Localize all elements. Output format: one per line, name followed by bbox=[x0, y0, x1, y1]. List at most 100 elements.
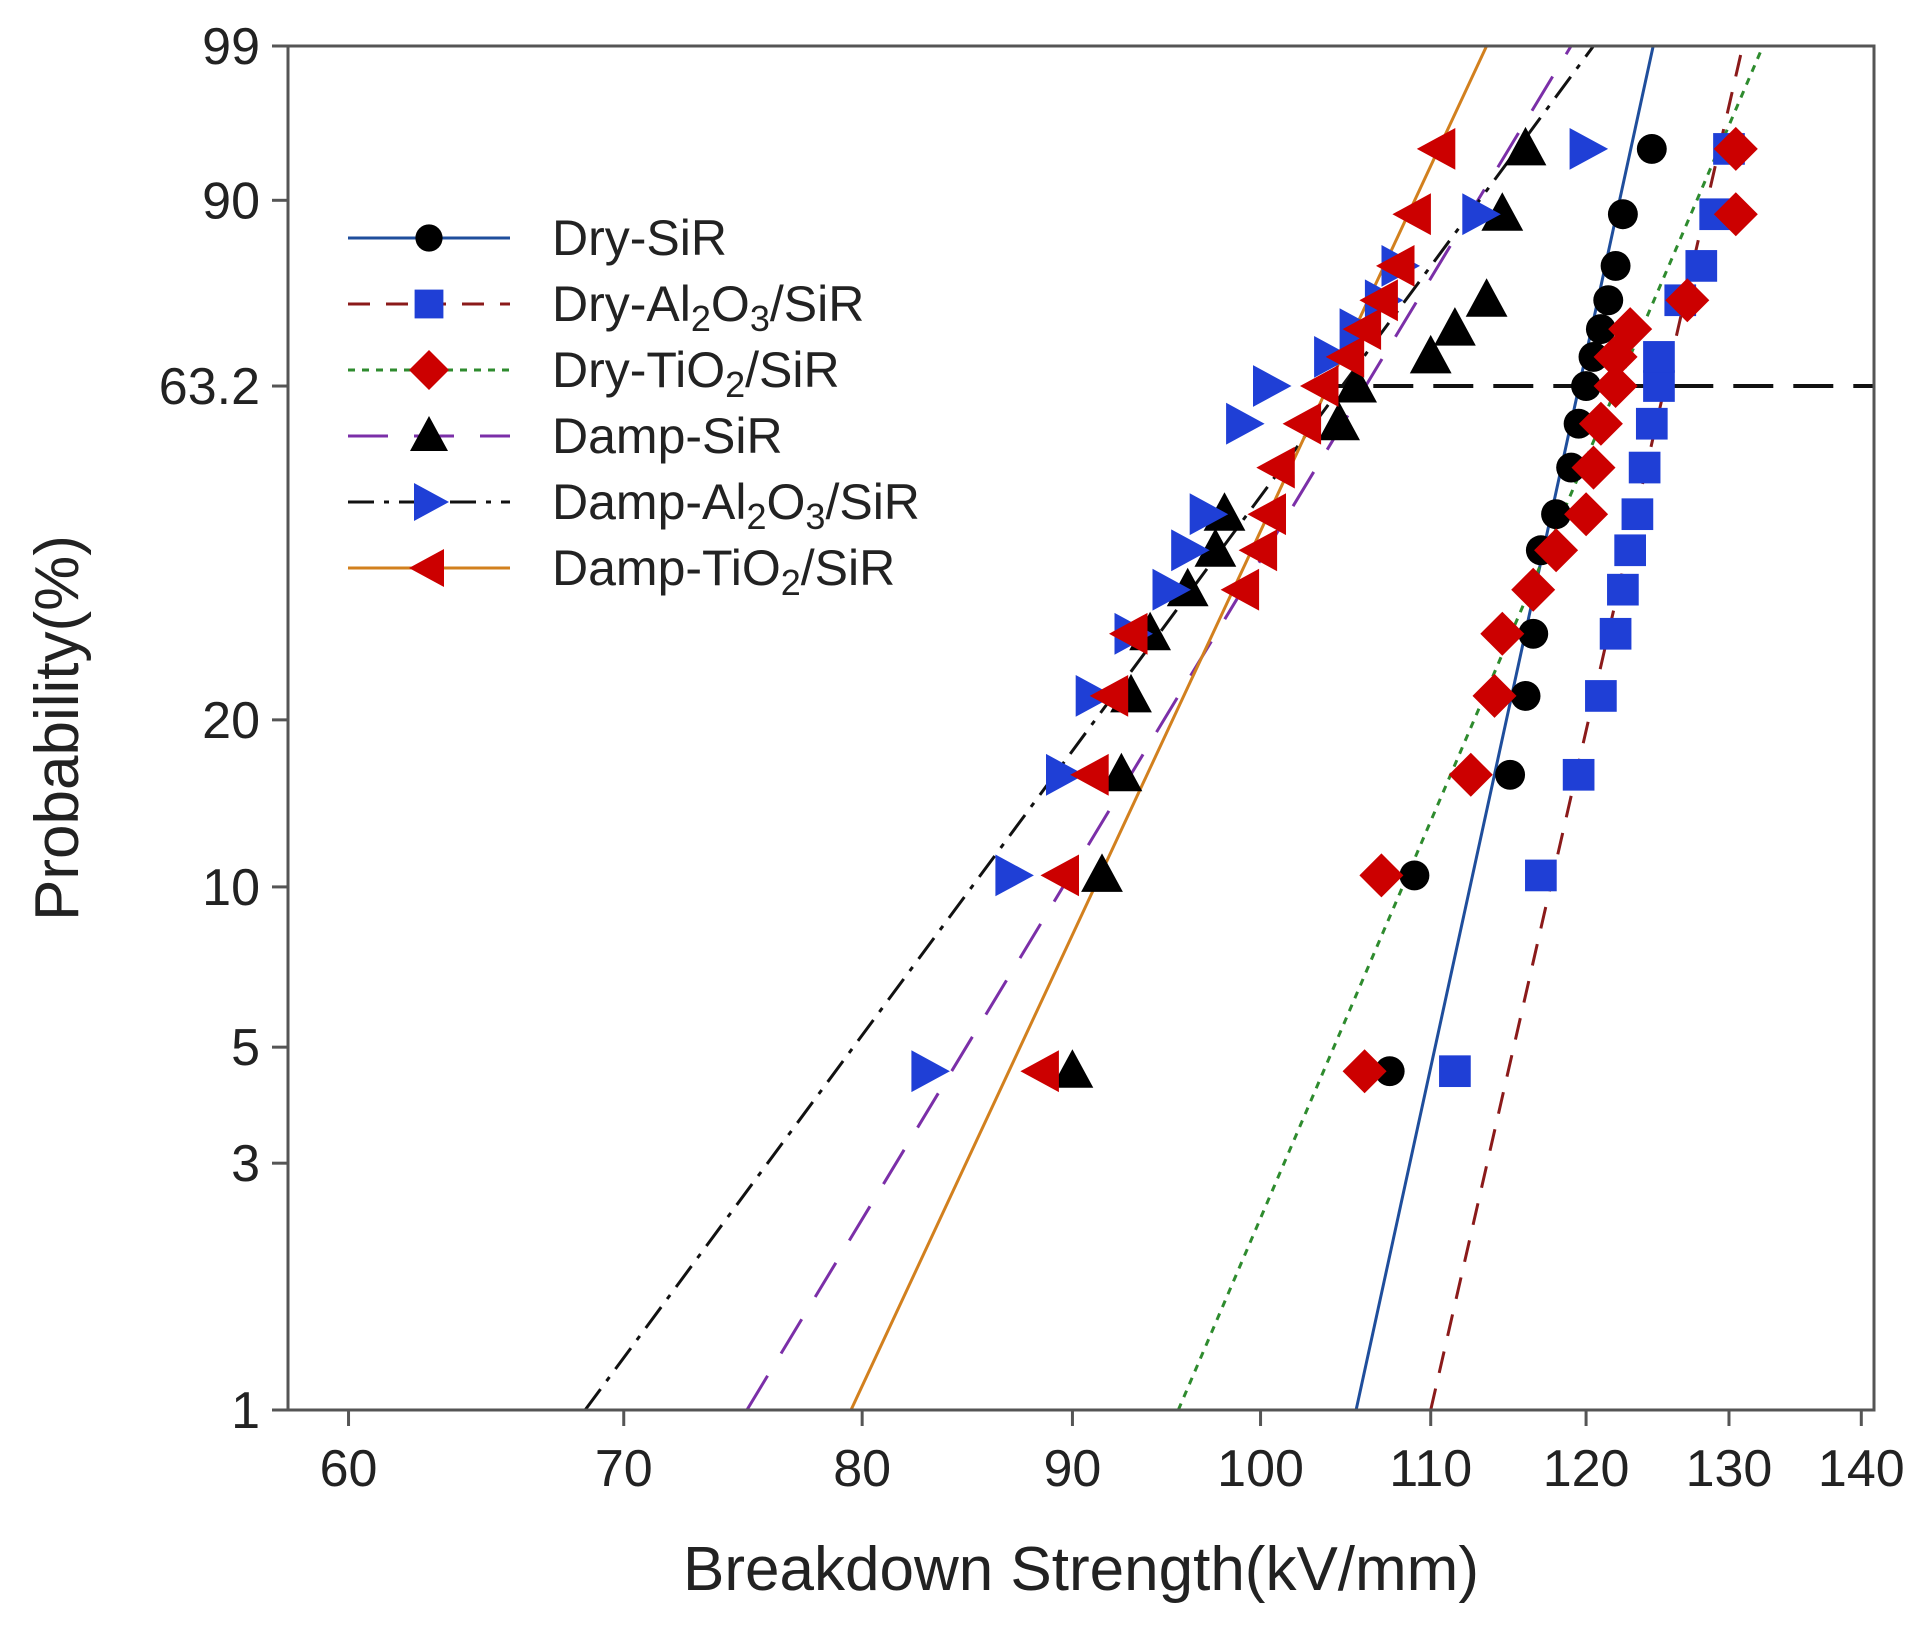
y-tick-label: 3 bbox=[231, 1135, 260, 1193]
y-tick-label: 99 bbox=[202, 18, 260, 76]
x-tick-label: 80 bbox=[833, 1440, 891, 1498]
data-point-damp-sir bbox=[1504, 126, 1547, 166]
data-point-dry-sir bbox=[1607, 199, 1638, 230]
data-point-dry-al2o3-sir bbox=[1439, 1055, 1471, 1088]
data-point-damp-tio2-sir bbox=[1325, 336, 1365, 378]
fit-line-damp-tio2-sir bbox=[849, 45, 1488, 1411]
y-axis-title: Probability(%) bbox=[23, 535, 92, 921]
data-point-damp-tio2-sir bbox=[1220, 568, 1260, 611]
data-point-damp-sir bbox=[1194, 528, 1237, 567]
legend: Dry-SiR Dry-Al2O3/SiRDry-TiO2/SiRDamp-SiR… bbox=[348, 210, 920, 603]
data-point-damp-al2o3-sir bbox=[1171, 529, 1210, 572]
x-tick-label: 140 bbox=[1818, 1440, 1905, 1498]
data-point-damp-tio2-sir bbox=[1070, 753, 1109, 796]
data-point-damp-sir bbox=[1434, 307, 1476, 346]
legend-label-damp-sir: Damp-SiR bbox=[552, 408, 783, 464]
y-tick-label: 1 bbox=[231, 1382, 260, 1440]
data-point-damp-tio2-sir bbox=[1376, 245, 1415, 287]
data-point-dry-al2o3-sir bbox=[1599, 617, 1632, 650]
fit-line-dry-tio2-sir bbox=[1176, 45, 1765, 1411]
data-point-dry-tio2-sir bbox=[1448, 752, 1493, 797]
data-point-dry-tio2-sir bbox=[1571, 445, 1616, 490]
data-point-dry-sir bbox=[1563, 408, 1594, 439]
data-point-damp-al2o3-sir bbox=[1189, 493, 1229, 536]
data-point-dry-sir bbox=[1600, 250, 1631, 281]
data-point-dry-tio2-sir bbox=[1564, 492, 1609, 537]
data-point-dry-sir bbox=[1571, 371, 1602, 401]
y-tick-label: 10 bbox=[202, 859, 260, 917]
data-point-dry-sir bbox=[1374, 1056, 1405, 1087]
data-point-damp-tio2-sir bbox=[1256, 446, 1295, 489]
data-point-dry-al2o3-sir bbox=[1643, 370, 1675, 402]
data-point-dry-al2o3-sir bbox=[1643, 341, 1675, 373]
data-point-dry-tio2-sir bbox=[1511, 567, 1556, 612]
y-tick-label: 20 bbox=[202, 692, 260, 750]
x-tick-label: 70 bbox=[595, 1440, 653, 1498]
y-tick-label: 90 bbox=[202, 172, 260, 230]
legend-marker-damp-sir bbox=[410, 416, 448, 451]
data-point-damp-tio2-sir bbox=[1342, 308, 1382, 350]
data-point-dry-tio2-sir bbox=[1342, 1049, 1387, 1094]
data-point-damp-sir bbox=[1335, 364, 1377, 403]
legend-marker-dry-sir bbox=[415, 224, 443, 252]
legend-marker-damp-al2o3-sir bbox=[414, 483, 449, 521]
data-point-damp-tio2-sir bbox=[1359, 279, 1398, 322]
data-point-dry-al2o3-sir bbox=[1585, 680, 1617, 712]
data-point-dry-sir bbox=[1399, 860, 1430, 891]
data-point-dry-al2o3-sir bbox=[1685, 250, 1718, 282]
data-point-damp-tio2-sir bbox=[1247, 493, 1286, 536]
legend-marker-damp-tio2-sir bbox=[409, 549, 444, 587]
data-point-dry-sir bbox=[1495, 759, 1526, 790]
data-point-dry-sir bbox=[1510, 680, 1541, 711]
data-point-dry-tio2-sir bbox=[1593, 364, 1638, 408]
data-point-dry-al2o3-sir bbox=[1628, 451, 1661, 484]
plot-frame bbox=[286, 44, 1876, 1412]
data-point-dry-tio2-sir bbox=[1713, 126, 1758, 171]
x-tick-label: 60 bbox=[320, 1440, 378, 1498]
x-tick-label: 90 bbox=[1044, 1440, 1102, 1498]
x-axis: 60 70 80 90 100 110 120 130 140 bbox=[320, 1410, 1905, 1498]
data-point-damp-al2o3-sir bbox=[1569, 128, 1609, 170]
data-point-damp-tio2-sir bbox=[1392, 193, 1431, 236]
legend-marker-dry-al2o3-sir bbox=[414, 289, 444, 319]
data-point-damp-tio2-sir bbox=[1416, 128, 1456, 170]
data-point-dry-tio2-sir bbox=[1578, 401, 1623, 446]
data-point-damp-sir bbox=[1081, 853, 1123, 892]
data-point-damp-sir bbox=[1051, 1049, 1094, 1088]
fit-lines bbox=[583, 45, 1765, 1411]
fit-line-damp-sir bbox=[745, 45, 1573, 1411]
data-point-damp-al2o3-sir bbox=[1226, 402, 1265, 445]
x-tick-label: 110 bbox=[1389, 1440, 1472, 1498]
data-point-damp-tio2-sir bbox=[1109, 612, 1148, 655]
data-point-dry-tio2-sir bbox=[1665, 278, 1710, 323]
x-tick-label: 120 bbox=[1543, 1440, 1630, 1498]
legend-label-dry-sir: Dry-SiR bbox=[552, 210, 727, 266]
data-point-damp-al2o3-sir bbox=[995, 854, 1034, 897]
data-point-dry-al2o3-sir bbox=[1562, 758, 1595, 791]
legend-label-dry-al2o3-sir: Dry-Al2O3/SiR bbox=[552, 276, 864, 339]
y-axis: 1 3 5 10 20 63.2 90 99 bbox=[159, 18, 288, 1440]
x-axis-title: Breakdown Strength(kV/mm) bbox=[683, 1535, 1479, 1604]
data-point-dry-sir bbox=[1585, 314, 1616, 345]
data-point-dry-tio2-sir bbox=[1359, 853, 1404, 898]
data-point-dry-sir bbox=[1578, 341, 1609, 372]
data-point-dry-tio2-sir bbox=[1608, 307, 1653, 352]
data-point-dry-tio2-sir bbox=[1713, 192, 1758, 237]
data-point-dry-sir bbox=[1636, 133, 1667, 164]
x-tick-label: 100 bbox=[1217, 1440, 1304, 1498]
data-point-damp-tio2-sir bbox=[1238, 529, 1278, 572]
data-point-dry-sir bbox=[1593, 285, 1624, 316]
data-point-damp-al2o3-sir bbox=[1152, 568, 1191, 611]
data-point-dry-tio2-sir bbox=[1480, 611, 1525, 656]
fit-line-damp-al2o3-sir bbox=[583, 45, 1595, 1411]
data-point-dry-al2o3-sir bbox=[1635, 407, 1668, 440]
fit-line-dry-al2o3-sir bbox=[1429, 45, 1745, 1411]
data-point-damp-al2o3-sir bbox=[1462, 193, 1501, 236]
data-point-dry-al2o3-sir bbox=[1614, 534, 1646, 567]
legend-label-damp-al2o3-sir: Damp-Al2O3/SiR bbox=[552, 474, 920, 537]
data-markers bbox=[911, 126, 1758, 1094]
data-point-damp-tio2-sir bbox=[1040, 854, 1079, 897]
data-point-damp-sir bbox=[1318, 401, 1360, 441]
